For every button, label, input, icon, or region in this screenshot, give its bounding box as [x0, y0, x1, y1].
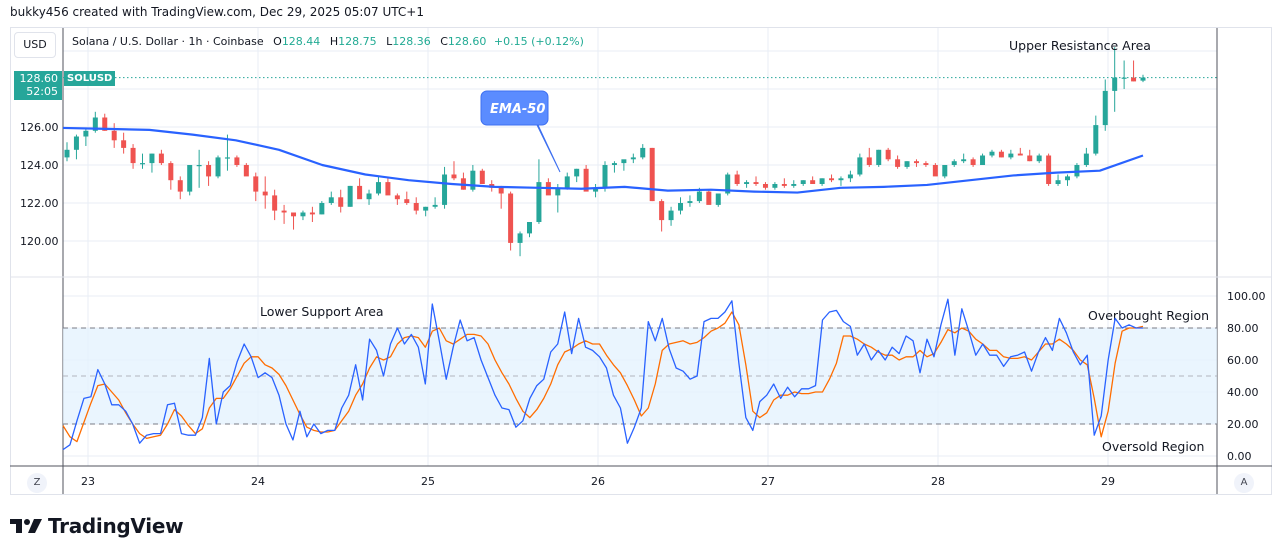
- svg-text:29: 29: [1101, 475, 1115, 488]
- svg-text:20.00: 20.00: [1227, 418, 1259, 431]
- svg-text:126.00: 126.00: [20, 121, 59, 134]
- lower-support-label: Lower Support Area: [260, 304, 384, 319]
- tradingview-logo-icon: [10, 519, 42, 533]
- rsi-axis[interactable]: 0.00 20.00 40.00 60.00 80.00 100.00: [1227, 290, 1266, 463]
- rsi-line: [62, 298, 1143, 451]
- last-price: 128.60: [19, 72, 59, 85]
- currency-button[interactable]: USD: [14, 32, 56, 58]
- svg-text:27: 27: [761, 475, 775, 488]
- ema-callout[interactable]: EMA-50: [480, 90, 561, 173]
- rsi-ma-line: [62, 311, 1144, 443]
- svg-text:26: 26: [591, 475, 605, 488]
- symbol-description: Solana / U.S. Dollar · 1h · Coinbase: [72, 35, 264, 48]
- oversold-label: Oversold Region: [1102, 439, 1204, 454]
- close-label: C: [440, 35, 448, 48]
- candlesticks: [64, 47, 1146, 257]
- svg-text:23: 23: [81, 475, 95, 488]
- svg-text:24: 24: [251, 475, 265, 488]
- price-axis[interactable]: 120.00 122.00 124.00 126.00: [20, 121, 59, 248]
- symbol-tag: SOLUSD: [64, 71, 116, 86]
- overbought-label: Overbought Region: [1088, 308, 1209, 323]
- ema-callout-label: EMA-50: [490, 102, 545, 117]
- svg-text:0.00: 0.00: [1227, 450, 1252, 463]
- svg-text:28: 28: [931, 475, 945, 488]
- change-value: +0.15 (+0.12%): [493, 35, 584, 48]
- open-value: 128.44: [281, 35, 321, 48]
- low-label: L: [386, 35, 393, 48]
- tradingview-logo: TradingView: [10, 514, 184, 538]
- low-value: 128.36: [392, 35, 431, 48]
- high-label: H: [329, 35, 339, 48]
- svg-text:122.00: 122.00: [20, 197, 59, 210]
- svg-text:80.00: 80.00: [1227, 322, 1259, 335]
- high-value: 128.75: [338, 35, 377, 48]
- svg-text:124.00: 124.00: [20, 159, 59, 172]
- zoom-reset-button[interactable]: Z: [27, 473, 47, 493]
- symbol-legend: Solana / U.S. Dollar · 1h · Coinbase O12…: [72, 35, 584, 48]
- open-label: O: [273, 35, 282, 48]
- svg-text:100.00: 100.00: [1227, 290, 1266, 303]
- chart-credit: bukky456 created with TradingView.com, D…: [10, 5, 424, 19]
- time-axis[interactable]: 23 24 25 26 27 28 29: [81, 475, 1115, 488]
- tradingview-wordmark: TradingView: [48, 514, 184, 538]
- auto-scale-button[interactable]: A: [1234, 473, 1254, 493]
- close-value: 128.60: [447, 35, 487, 48]
- svg-text:25: 25: [421, 475, 435, 488]
- bar-countdown: 52:05: [26, 85, 58, 98]
- svg-text:40.00: 40.00: [1227, 386, 1259, 399]
- upper-resistance-label: Upper Resistance Area: [1009, 38, 1151, 53]
- last-price-tag: 128.60 52:05: [14, 71, 62, 100]
- svg-text:120.00: 120.00: [20, 235, 59, 248]
- svg-text:60.00: 60.00: [1227, 354, 1259, 367]
- ema-50-line: [62, 126, 1144, 194]
